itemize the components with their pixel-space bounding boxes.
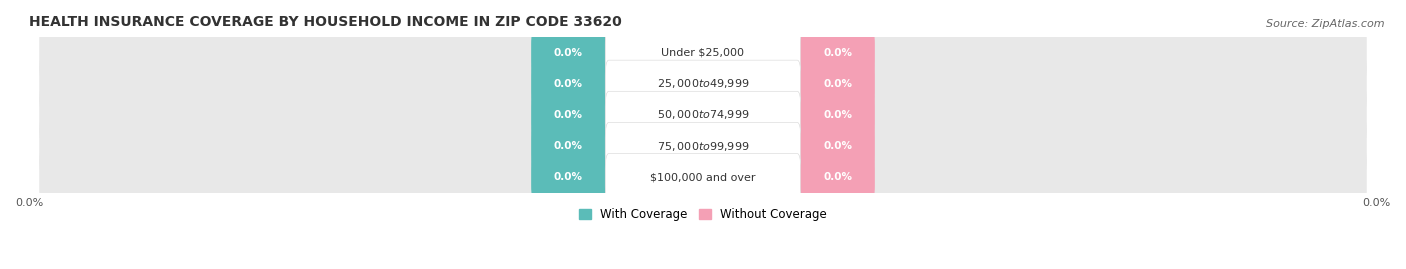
Text: 0.0%: 0.0%	[824, 172, 852, 182]
Text: $75,000 to $99,999: $75,000 to $99,999	[657, 140, 749, 153]
Text: $50,000 to $74,999: $50,000 to $74,999	[657, 108, 749, 122]
Text: 0.0%: 0.0%	[824, 79, 852, 89]
FancyBboxPatch shape	[531, 122, 606, 170]
FancyBboxPatch shape	[531, 153, 606, 201]
Text: 0.0%: 0.0%	[824, 141, 852, 151]
Text: Under $25,000: Under $25,000	[661, 48, 745, 58]
Text: 0.0%: 0.0%	[554, 48, 582, 58]
Text: $25,000 to $49,999: $25,000 to $49,999	[657, 77, 749, 90]
Text: 0.0%: 0.0%	[554, 79, 582, 89]
FancyBboxPatch shape	[800, 122, 875, 170]
FancyBboxPatch shape	[606, 29, 800, 76]
FancyBboxPatch shape	[606, 154, 800, 201]
FancyBboxPatch shape	[531, 91, 606, 139]
Text: Source: ZipAtlas.com: Source: ZipAtlas.com	[1267, 19, 1385, 29]
Text: $100,000 and over: $100,000 and over	[650, 172, 756, 182]
FancyBboxPatch shape	[606, 60, 800, 107]
Text: 0.0%: 0.0%	[554, 141, 582, 151]
FancyBboxPatch shape	[39, 149, 1367, 206]
FancyBboxPatch shape	[39, 87, 1367, 143]
FancyBboxPatch shape	[531, 60, 606, 108]
FancyBboxPatch shape	[800, 29, 875, 77]
Text: HEALTH INSURANCE COVERAGE BY HOUSEHOLD INCOME IN ZIP CODE 33620: HEALTH INSURANCE COVERAGE BY HOUSEHOLD I…	[30, 15, 621, 29]
Text: 0.0%: 0.0%	[824, 110, 852, 120]
FancyBboxPatch shape	[39, 118, 1367, 174]
FancyBboxPatch shape	[606, 122, 800, 170]
Text: 0.0%: 0.0%	[554, 172, 582, 182]
FancyBboxPatch shape	[800, 91, 875, 139]
FancyBboxPatch shape	[531, 29, 606, 77]
FancyBboxPatch shape	[800, 153, 875, 201]
Text: 0.0%: 0.0%	[554, 110, 582, 120]
FancyBboxPatch shape	[39, 55, 1367, 112]
Text: 0.0%: 0.0%	[824, 48, 852, 58]
FancyBboxPatch shape	[39, 24, 1367, 81]
Legend: With Coverage, Without Coverage: With Coverage, Without Coverage	[579, 208, 827, 221]
FancyBboxPatch shape	[800, 60, 875, 108]
FancyBboxPatch shape	[606, 91, 800, 139]
